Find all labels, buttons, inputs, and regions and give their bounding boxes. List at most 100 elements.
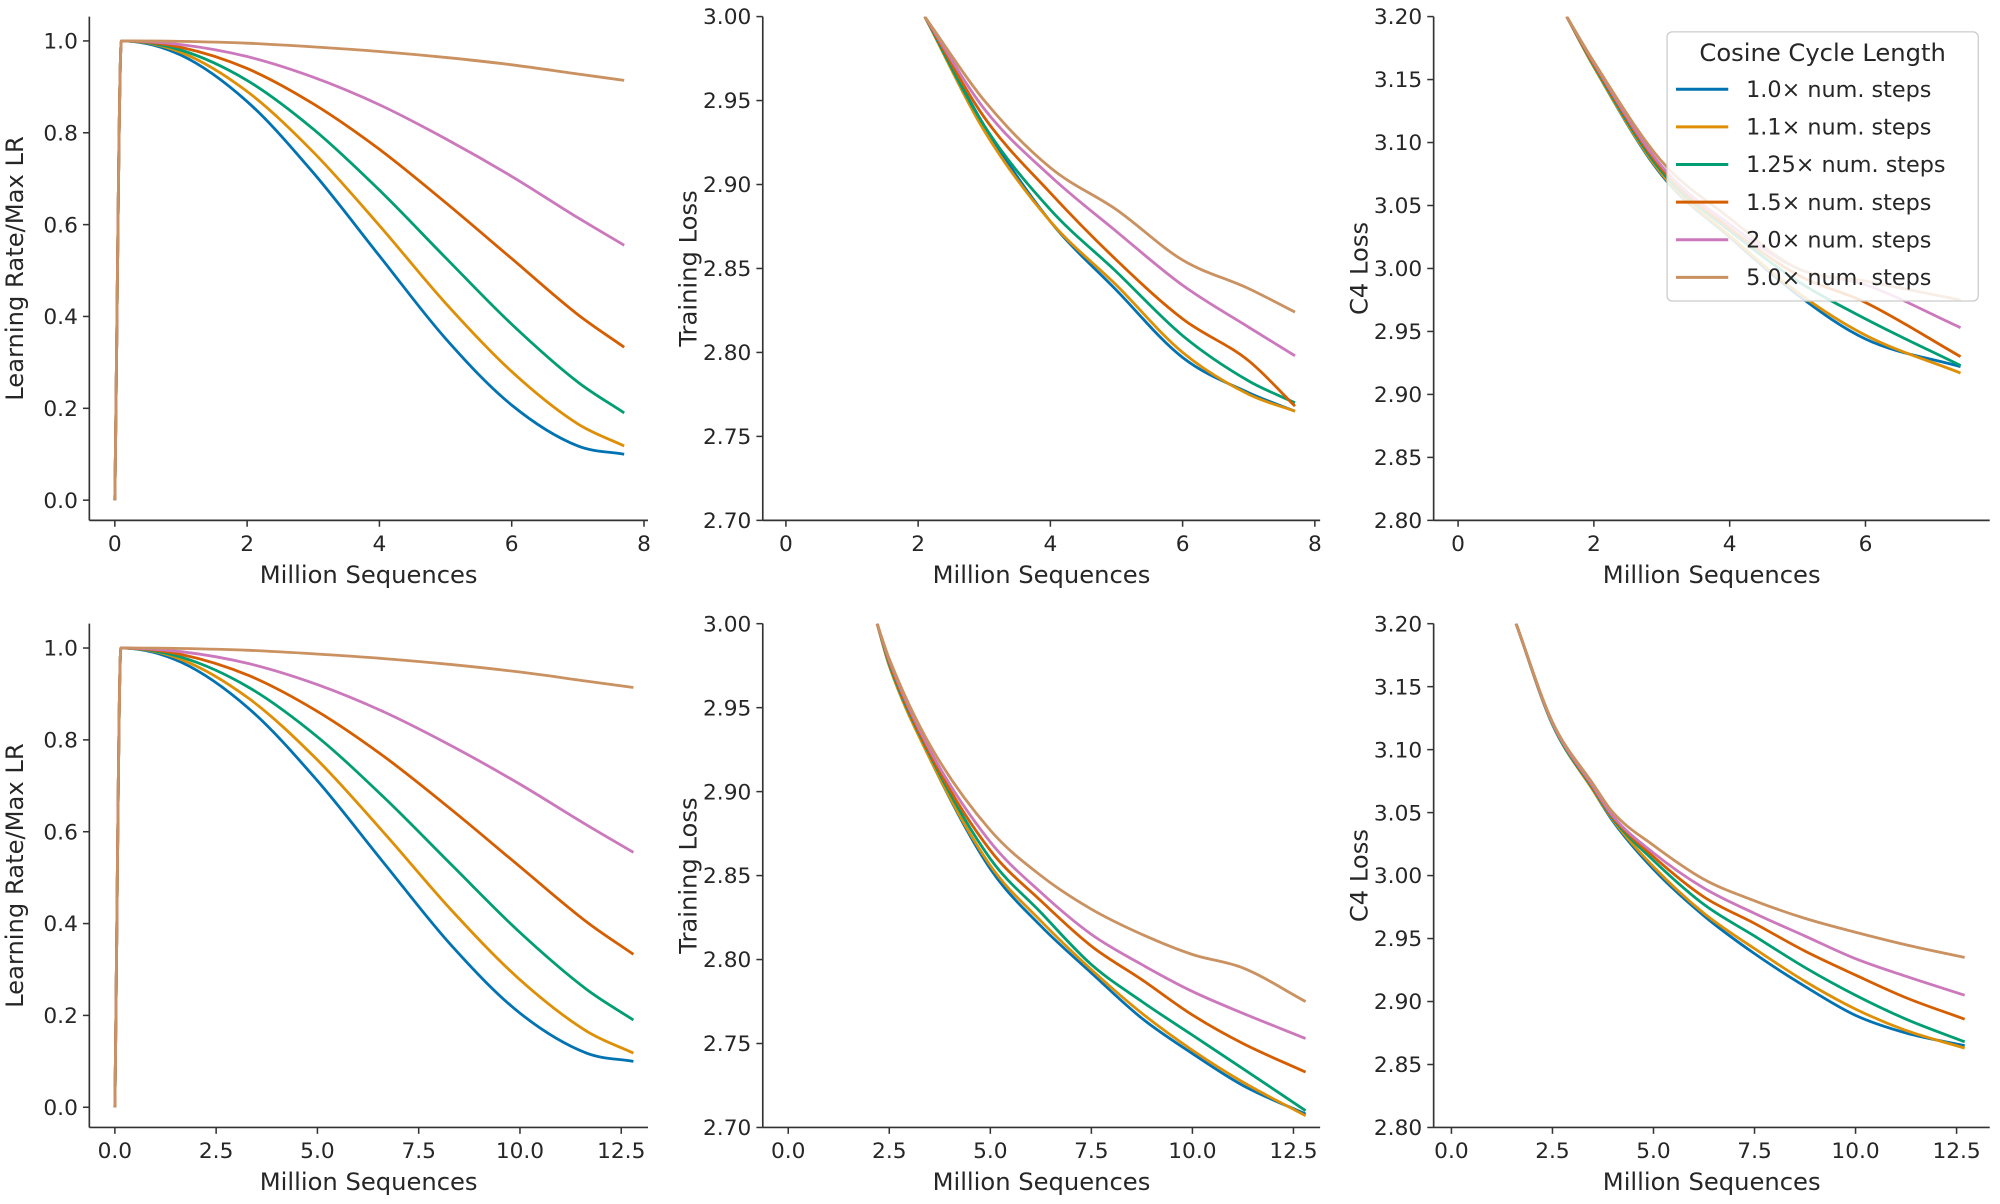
y-tick-label: 2.75 xyxy=(703,1032,751,1057)
x-tick-label: 2 xyxy=(240,532,254,557)
legend-label: 5.0× num. steps xyxy=(1746,265,1931,291)
y-tick-label: 0.2 xyxy=(43,1004,77,1029)
x-axis-label: Million Sequences xyxy=(1603,1168,1821,1196)
series-line-1 xyxy=(113,39,625,501)
y-tick-label: 0.6 xyxy=(43,213,77,238)
y-tick-label: 2.80 xyxy=(1374,1116,1422,1141)
y-tick-label: 2.75 xyxy=(703,425,751,450)
y-tick-label: 2.90 xyxy=(1374,990,1422,1015)
y-axis-label: C4 Loss xyxy=(1345,222,1373,315)
legend-title: Cosine Cycle Length xyxy=(1699,39,1945,67)
x-axis-label: Million Sequences xyxy=(1603,561,1821,589)
y-tick-label: 3.05 xyxy=(1374,194,1422,219)
y-tick-label: 2.70 xyxy=(703,1116,751,1141)
y-tick-label: 3.10 xyxy=(1374,738,1422,763)
y-tick-label: 3.00 xyxy=(1374,257,1422,282)
x-tick-label: 0.0 xyxy=(771,1139,805,1164)
x-tick-label: 10.0 xyxy=(1831,1139,1879,1164)
y-tick-label: 2.90 xyxy=(1374,383,1422,408)
series-line-4 xyxy=(875,623,1307,1074)
series-line-1 xyxy=(1514,623,1965,1047)
panel-2: 0 2 4 6 8 2.70 2.75 2.80 2.85 2.90 2.95 3.00 Million… xyxy=(674,5,1321,589)
x-tick-label: 0 xyxy=(779,532,793,557)
series-line-2 xyxy=(1514,623,1966,1050)
x-tick-label: 2.5 xyxy=(1535,1139,1569,1164)
y-tick-label: 2.85 xyxy=(1374,1053,1422,1078)
y-axis-label: Learning Rate/Max LR xyxy=(1,136,29,401)
y-tick-label: 0.4 xyxy=(43,305,77,330)
legend-entry: 1.1× num. steps xyxy=(1675,115,1931,141)
y-tick-label: 0.8 xyxy=(43,121,77,146)
series-line-6 xyxy=(1514,623,1965,959)
y-tick-label: 2.95 xyxy=(703,696,751,721)
x-tick-label: 0 xyxy=(108,532,122,557)
x-tick-label: 4 xyxy=(1723,532,1737,557)
y-tick-label: 2.95 xyxy=(1374,320,1422,345)
legend: Cosine Cycle Length 1.0× num. steps 1.1× … xyxy=(1666,31,1979,302)
y-tick-label: 0.2 xyxy=(43,397,77,422)
x-tick-label: 7.5 xyxy=(1737,1139,1771,1164)
series-lines xyxy=(923,16,1296,413)
y-tick-label: 3.20 xyxy=(1374,5,1422,30)
legend-label: 1.5× num. steps xyxy=(1746,190,1931,216)
y-tick-label: 2.70 xyxy=(703,509,751,534)
y-tick-label: 2.95 xyxy=(703,89,751,114)
y-tick-label: 3.15 xyxy=(1374,675,1422,700)
x-tick-label: 10.0 xyxy=(496,1139,544,1164)
x-tick-label: 4 xyxy=(1043,532,1057,557)
panel-5: 0.0 2.5 5.0 7.5 10.0 12.5 2.70 2.75 2.80 2.85 2.90… xyxy=(674,612,1321,1196)
x-tick-label: 2 xyxy=(911,532,925,557)
y-tick-label: 2.85 xyxy=(703,864,751,889)
y-tick-label: 2.80 xyxy=(703,948,751,973)
x-tick-label: 7.5 xyxy=(1074,1139,1108,1164)
legend-entry: 2.0× num. steps xyxy=(1675,227,1931,253)
legend-entry: 1.0× num. steps xyxy=(1675,77,1931,103)
y-tick-label: 2.95 xyxy=(1374,927,1422,952)
y-tick-label: 2.80 xyxy=(1374,509,1422,534)
y-tick-label: 3.00 xyxy=(703,612,751,637)
x-tick-label: 6 xyxy=(1176,532,1190,557)
x-tick-label: 5.0 xyxy=(1636,1139,1670,1164)
x-axis-label: Million Sequences xyxy=(933,1168,1151,1196)
legend-label: 1.0× num. steps xyxy=(1746,77,1931,103)
y-tick-label: 3.05 xyxy=(1374,801,1422,826)
panel-6: 0.0 2.5 5.0 7.5 10.0 12.5 2.80 2.85 2.90 2.95 3.00… xyxy=(1345,612,1990,1196)
y-tick-label: 0.0 xyxy=(43,489,77,514)
series-line-4 xyxy=(923,16,1296,408)
series-line-3 xyxy=(875,623,1307,1112)
legend-entry: 1.25× num. steps xyxy=(1675,152,1946,178)
x-tick-label: 2 xyxy=(1587,532,1601,557)
y-tick-label: 3.00 xyxy=(703,5,751,30)
x-tick-label: 5.0 xyxy=(973,1139,1007,1164)
x-tick-label: 4 xyxy=(373,532,387,557)
legend-box xyxy=(1666,31,1979,302)
y-tick-label: 2.85 xyxy=(1374,446,1422,471)
x-axis-label: Million Sequences xyxy=(260,561,478,589)
x-axis-label: Million Sequences xyxy=(260,1168,478,1196)
series-line-1 xyxy=(923,16,1296,413)
series-line-2 xyxy=(923,16,1296,413)
y-tick-label: 0.6 xyxy=(43,820,77,845)
y-tick-label: 2.90 xyxy=(703,173,751,198)
series-line-1 xyxy=(875,623,1307,1116)
x-tick-label: 2.5 xyxy=(199,1139,233,1164)
series-lines xyxy=(113,39,625,501)
y-tick-label: 0.4 xyxy=(43,912,77,937)
series-line-3 xyxy=(923,16,1296,405)
y-axis-label: Learning Rate/Max LR xyxy=(1,743,29,1008)
x-tick-label: 7.5 xyxy=(401,1139,435,1164)
legend-entry: 1.5× num. steps xyxy=(1675,190,1931,216)
y-tick-label: 1.0 xyxy=(43,637,77,662)
y-tick-label: 1.0 xyxy=(43,30,77,55)
x-tick-label: 8 xyxy=(637,532,651,557)
legend-entry: 5.0× num. steps xyxy=(1675,265,1931,291)
legend-label: 2.0× num. steps xyxy=(1746,227,1931,253)
x-tick-label: 0.0 xyxy=(1434,1139,1468,1164)
x-tick-label: 2.5 xyxy=(872,1139,906,1164)
series-lines xyxy=(1514,623,1966,1050)
y-tick-label: 3.20 xyxy=(1374,612,1422,637)
series-lines xyxy=(113,646,635,1108)
x-tick-label: 12.5 xyxy=(1932,1139,1980,1164)
x-tick-label: 10.0 xyxy=(1168,1139,1216,1164)
